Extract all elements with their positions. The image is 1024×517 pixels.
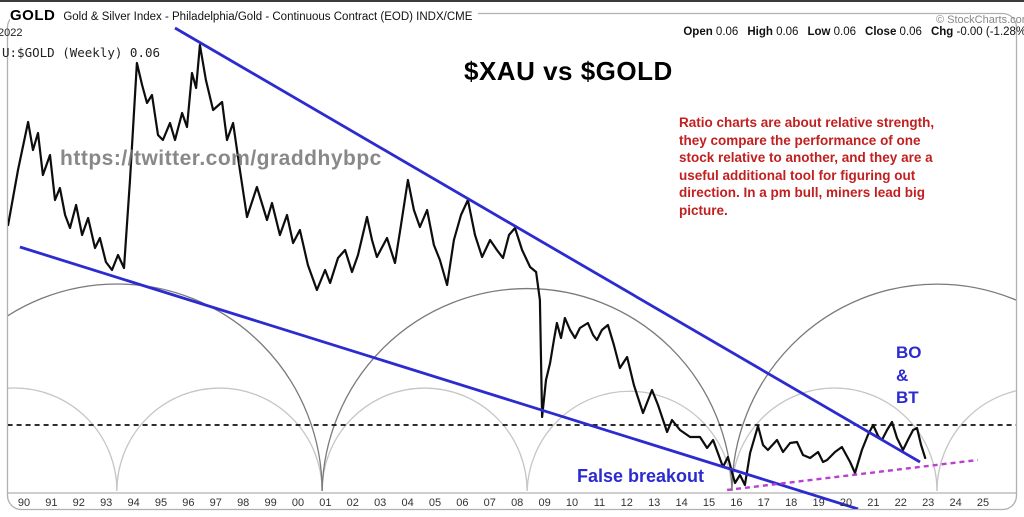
x-tick-21: 21 xyxy=(867,497,879,509)
stockcharts-credit: © StockCharts.com xyxy=(936,14,1024,26)
bo-bt-line-1: & xyxy=(896,365,909,385)
ohlc-value-high: 0.06 xyxy=(772,26,799,38)
ohlc-value-open: 0.06 xyxy=(712,26,739,38)
x-tick-20: 20 xyxy=(840,497,852,509)
ohlc-label-close: Close xyxy=(865,26,897,38)
bo-bt-line-2: BT xyxy=(896,388,919,407)
plot-area xyxy=(8,26,1016,509)
price-line xyxy=(8,43,927,487)
x-tick-22: 22 xyxy=(895,497,907,509)
x-tick-04: 04 xyxy=(401,497,413,509)
x-tick-95: 95 xyxy=(155,497,167,509)
cycle-arc xyxy=(321,387,528,492)
x-tick-10: 10 xyxy=(566,497,578,509)
x-tick-93: 93 xyxy=(100,497,112,509)
ticker-symbol: GOLD xyxy=(10,7,56,24)
twitter-watermark: https://twitter.com/graddhybpc xyxy=(60,147,382,170)
ohlc-label-open: Open xyxy=(683,26,713,38)
x-tick-91: 91 xyxy=(45,497,57,509)
x-tick-94: 94 xyxy=(127,497,139,509)
x-tick-18: 18 xyxy=(785,497,797,509)
x-tick-19: 19 xyxy=(812,497,824,509)
ohlc-label-chg: Chg xyxy=(930,26,954,38)
chart-date: 2022 xyxy=(0,27,23,39)
ohlc-value-close: 0.06 xyxy=(896,26,922,38)
series-legend: U:$GOLD (Weekly) 0.06 xyxy=(2,45,161,60)
ohlc-value-chg: -0.00 (-1.28%) xyxy=(953,26,1024,38)
cycle-arc xyxy=(526,390,733,492)
x-tick-25: 25 xyxy=(977,497,989,509)
header-row: GOLD Gold & Silver Index - Philadelphia/G… xyxy=(10,7,479,25)
x-tick-23: 23 xyxy=(922,497,934,509)
x-tick-02: 02 xyxy=(347,497,359,509)
x-tick-05: 05 xyxy=(429,497,441,509)
chart-title: $XAU vs $GOLD xyxy=(464,56,673,86)
instrument-description: Gold & Silver Index - Philadelphia/Gold … xyxy=(63,11,473,23)
cycle-arc xyxy=(936,390,1016,492)
false-breakout-label: False breakout xyxy=(577,466,705,486)
x-tick-97: 97 xyxy=(210,497,222,509)
cycle-arc xyxy=(8,387,118,492)
lower-downtrend-support xyxy=(19,245,859,509)
x-tick-96: 96 xyxy=(182,497,194,509)
upper-downtrend-resistance xyxy=(174,26,921,464)
x-tick-13: 13 xyxy=(648,497,660,509)
ohlc-label-high: High xyxy=(747,26,773,38)
x-tick-09: 09 xyxy=(538,497,550,509)
ohlc-label-low: Low xyxy=(807,26,831,38)
x-tick-06: 06 xyxy=(456,497,468,509)
x-tick-01: 01 xyxy=(319,497,331,509)
x-tick-92: 92 xyxy=(73,497,85,509)
cycle-arc xyxy=(321,287,733,492)
x-tick-03: 03 xyxy=(374,497,386,509)
x-tick-24: 24 xyxy=(949,497,961,509)
ohlc-value-low: 0.06 xyxy=(830,26,857,38)
cycle-arc xyxy=(8,283,323,492)
x-tick-08: 08 xyxy=(511,497,523,509)
screenshot-edge-artifact xyxy=(0,0,1024,2)
x-tick-90: 90 xyxy=(18,497,30,509)
cycle-arcs-long xyxy=(8,283,1016,492)
x-tick-98: 98 xyxy=(237,497,249,509)
rising-projection-dashed xyxy=(726,458,978,492)
x-tick-11: 11 xyxy=(594,497,605,509)
x-tick-16: 16 xyxy=(730,497,742,509)
x-tick-99: 99 xyxy=(264,497,276,509)
cycle-arc xyxy=(731,387,938,492)
x-tick-07: 07 xyxy=(484,497,496,509)
chart-border xyxy=(6,12,1018,511)
cycle-arcs-short xyxy=(8,387,1016,492)
x-tick-17: 17 xyxy=(758,497,770,509)
cycle-arc xyxy=(116,387,323,492)
x-tick-12: 12 xyxy=(621,497,633,509)
x-tick-00: 00 xyxy=(292,497,304,509)
ohlc-row: Open 0.06 High 0.06 Low 0.06 Close 0.06 Chg … xyxy=(600,26,1024,38)
x-tick-14: 14 xyxy=(675,497,687,509)
x-axis-labels: 90 91 92 93 94 95 96 97 98 99 00 01 02 03 04 05 06 07 08 09… xyxy=(18,497,989,509)
commentary-note: Ratio charts are about relative strength… xyxy=(679,115,935,218)
bo-bt-line-0: BO xyxy=(896,343,922,362)
breakout-backtest-label: BO & BT xyxy=(896,342,922,410)
x-tick-15: 15 xyxy=(703,497,715,509)
cycle-arc xyxy=(731,283,1016,492)
